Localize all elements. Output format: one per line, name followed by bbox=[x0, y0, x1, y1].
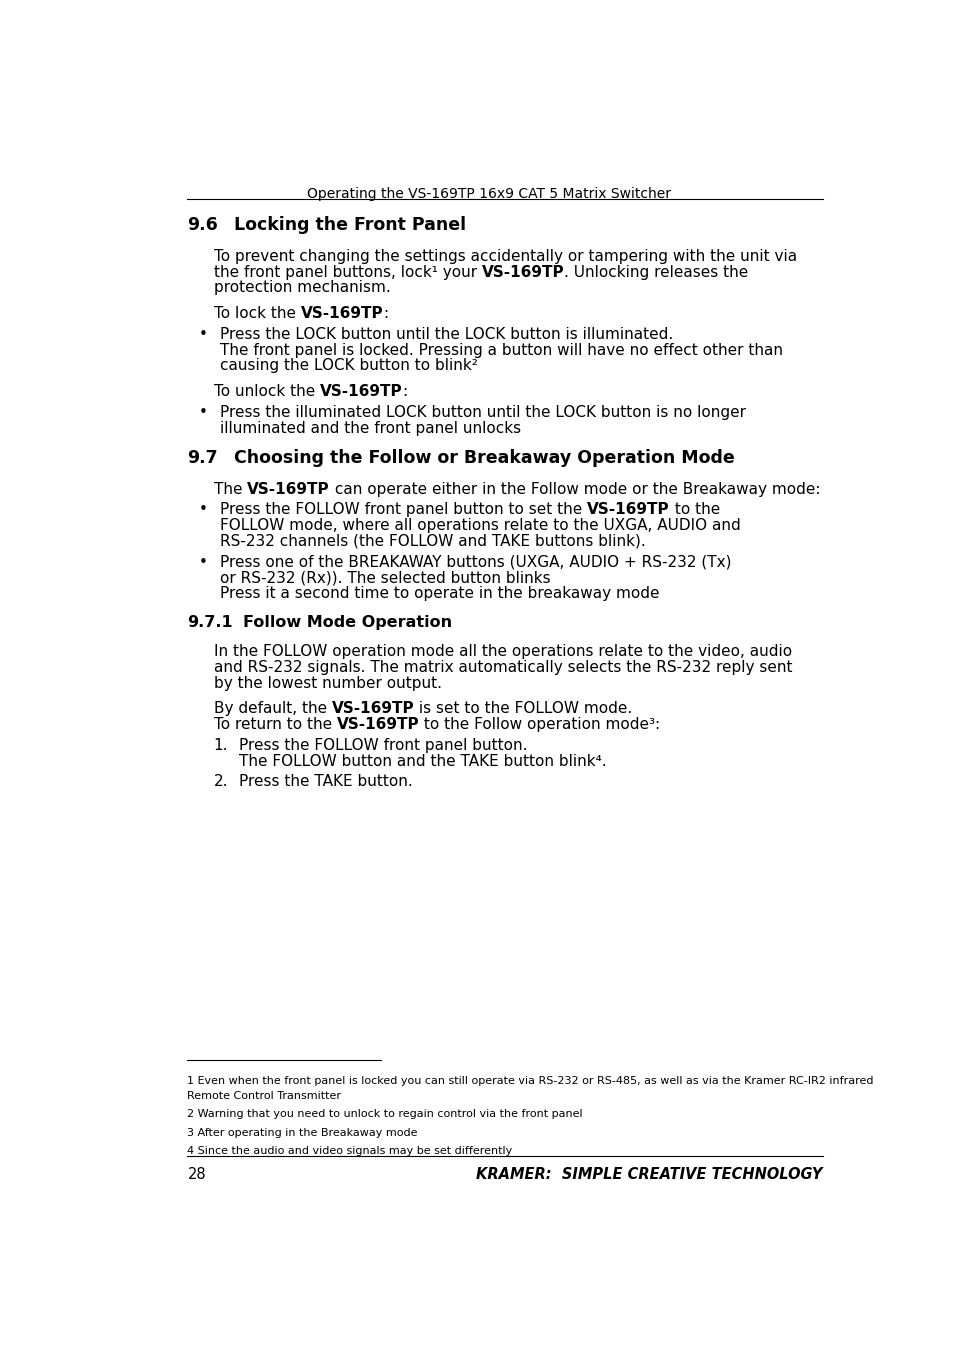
Text: protection mechanism.: protection mechanism. bbox=[213, 280, 390, 295]
Text: VS-169TP: VS-169TP bbox=[332, 701, 414, 716]
Text: 9.7.1: 9.7.1 bbox=[187, 615, 233, 630]
Text: FOLLOW mode, where all operations relate to the UXGA, AUDIO and: FOLLOW mode, where all operations relate… bbox=[220, 519, 740, 533]
Text: illuminated and the front panel unlocks: illuminated and the front panel unlocks bbox=[220, 421, 520, 436]
Text: VS-169TP: VS-169TP bbox=[300, 306, 383, 321]
Text: the front panel buttons, lock¹ your: the front panel buttons, lock¹ your bbox=[213, 264, 481, 279]
Text: and RS-232 signals. The matrix automatically selects the RS-232 reply sent: and RS-232 signals. The matrix automatic… bbox=[213, 659, 792, 674]
Text: 9.6: 9.6 bbox=[187, 217, 218, 234]
Text: 4 Since the audio and video signals may be set differently: 4 Since the audio and video signals may … bbox=[187, 1147, 512, 1156]
Text: VS-169TP: VS-169TP bbox=[481, 264, 564, 279]
Text: 1.: 1. bbox=[213, 738, 228, 753]
Text: By default, the: By default, the bbox=[213, 701, 332, 716]
Text: RS-232 channels (the FOLLOW and TAKE buttons blink).: RS-232 channels (the FOLLOW and TAKE but… bbox=[220, 533, 645, 548]
Text: To prevent changing the settings accidentally or tampering with the unit via: To prevent changing the settings acciden… bbox=[213, 249, 796, 264]
Text: KRAMER:  SIMPLE CREATIVE TECHNOLOGY: KRAMER: SIMPLE CREATIVE TECHNOLOGY bbox=[476, 1167, 822, 1182]
Text: causing the LOCK button to blink²: causing the LOCK button to blink² bbox=[220, 359, 477, 374]
Text: Press it a second time to operate in the breakaway mode: Press it a second time to operate in the… bbox=[220, 586, 659, 601]
Text: 28: 28 bbox=[187, 1167, 206, 1182]
Text: or RS-232 (Rx)). The selected button blinks: or RS-232 (Rx)). The selected button bli… bbox=[220, 570, 550, 585]
Text: •: • bbox=[198, 405, 207, 420]
Text: VS-169TP: VS-169TP bbox=[319, 385, 402, 399]
Text: To return to the: To return to the bbox=[213, 718, 336, 733]
Text: VS-169TP: VS-169TP bbox=[336, 718, 419, 733]
Text: Press the LOCK button until the LOCK button is illuminated.: Press the LOCK button until the LOCK but… bbox=[220, 326, 673, 341]
Text: :: : bbox=[402, 385, 407, 399]
Text: 1 Even when the front panel is locked you can still operate via RS-232 or RS-485: 1 Even when the front panel is locked yo… bbox=[187, 1076, 873, 1086]
Text: VS-169TP: VS-169TP bbox=[247, 482, 330, 497]
Text: The front panel is locked. Pressing a button will have no effect other than: The front panel is locked. Pressing a bu… bbox=[220, 343, 782, 357]
Text: Press the TAKE button.: Press the TAKE button. bbox=[238, 774, 412, 789]
Text: Press one of the BREAKAWAY buttons (UXGA, AUDIO + RS-232 (Tx): Press one of the BREAKAWAY buttons (UXGA… bbox=[220, 555, 731, 570]
Text: In the FOLLOW operation mode all the operations relate to the video, audio: In the FOLLOW operation mode all the ope… bbox=[213, 645, 791, 659]
Text: To lock the: To lock the bbox=[213, 306, 300, 321]
Text: Press the FOLLOW front panel button.: Press the FOLLOW front panel button. bbox=[238, 738, 527, 753]
Text: •: • bbox=[198, 326, 207, 341]
Text: 9.7: 9.7 bbox=[187, 450, 218, 467]
Text: Follow Mode Operation: Follow Mode Operation bbox=[243, 615, 452, 630]
Text: The FOLLOW button and the TAKE button blink⁴.: The FOLLOW button and the TAKE button bl… bbox=[238, 754, 605, 769]
Text: Operating the VS-169TP 16x9 CAT 5 Matrix Switcher: Operating the VS-169TP 16x9 CAT 5 Matrix… bbox=[307, 187, 670, 202]
Text: •: • bbox=[198, 555, 207, 570]
Text: to the: to the bbox=[669, 502, 720, 517]
Text: Remote Control Transmitter: Remote Control Transmitter bbox=[187, 1091, 341, 1101]
Text: can operate either in the Follow mode or the Breakaway mode:: can operate either in the Follow mode or… bbox=[330, 482, 820, 497]
Text: Locking the Front Panel: Locking the Front Panel bbox=[233, 217, 466, 234]
Text: The: The bbox=[213, 482, 247, 497]
Text: 3 After operating in the Breakaway mode: 3 After operating in the Breakaway mode bbox=[187, 1128, 417, 1137]
Text: Choosing the Follow or Breakaway Operation Mode: Choosing the Follow or Breakaway Operati… bbox=[233, 450, 734, 467]
Text: by the lowest number output.: by the lowest number output. bbox=[213, 676, 441, 691]
Text: Press the FOLLOW front panel button to set the: Press the FOLLOW front panel button to s… bbox=[220, 502, 586, 517]
Text: is set to the FOLLOW mode.: is set to the FOLLOW mode. bbox=[414, 701, 632, 716]
Text: . Unlocking releases the: . Unlocking releases the bbox=[564, 264, 748, 279]
Text: :: : bbox=[383, 306, 388, 321]
Text: Press the illuminated LOCK button until the LOCK button is no longer: Press the illuminated LOCK button until … bbox=[220, 405, 745, 420]
Text: to the Follow operation mode³:: to the Follow operation mode³: bbox=[419, 718, 659, 733]
Text: To unlock the: To unlock the bbox=[213, 385, 319, 399]
Text: 2.: 2. bbox=[213, 774, 228, 789]
Text: VS-169TP: VS-169TP bbox=[586, 502, 669, 517]
Text: •: • bbox=[198, 502, 207, 517]
Text: 2 Warning that you need to unlock to regain control via the front panel: 2 Warning that you need to unlock to reg… bbox=[187, 1109, 582, 1120]
